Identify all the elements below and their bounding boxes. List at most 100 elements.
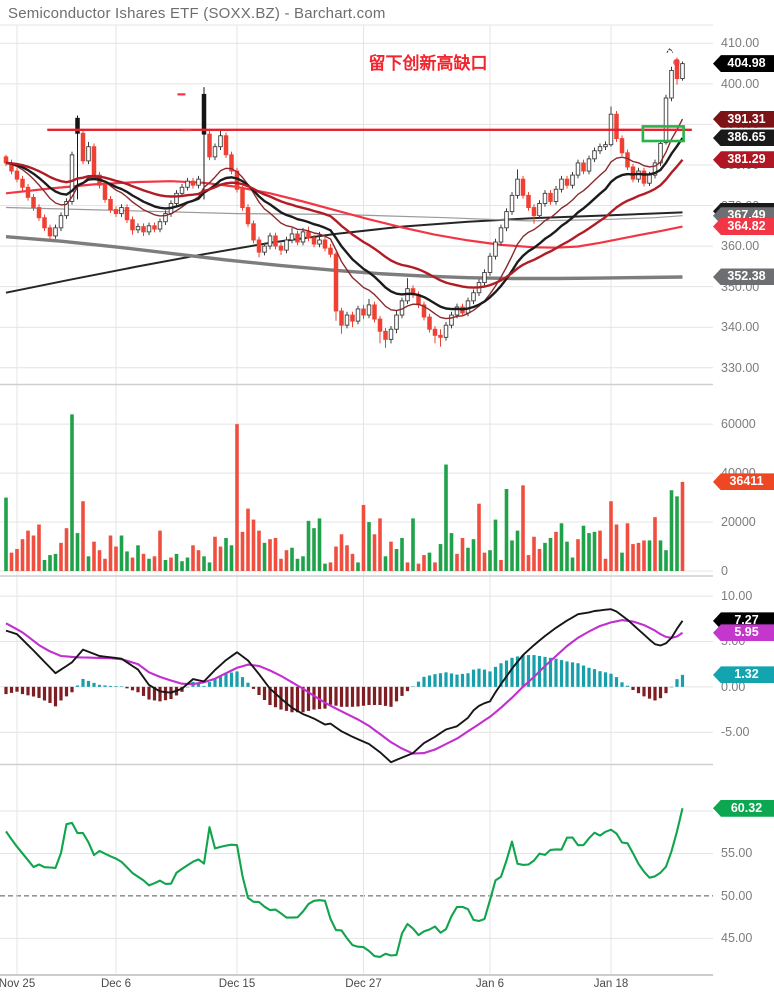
price-axis-label-340: 340.00: [721, 320, 760, 335]
macd-histogram-bar: [334, 686, 338, 706]
macd-histogram-bar: [119, 686, 124, 687]
candle-body-3: [20, 178, 25, 188]
candle-body-57: [317, 239, 322, 245]
candle-body-71: [394, 314, 399, 330]
macd-histogram-bar: [614, 677, 619, 687]
macd-histogram-bar: [669, 686, 674, 688]
macd-histogram-bar: [218, 675, 223, 687]
candle-body-65: [361, 308, 366, 316]
caret-marker: [666, 47, 674, 53]
volume-bar-61: [339, 534, 344, 571]
candle-body-94: [520, 178, 526, 196]
volume-bar-93: [515, 530, 520, 571]
volume-bar-110: [609, 501, 613, 571]
macd-histogram-bar: [92, 682, 96, 687]
volume-bar-112: [620, 552, 624, 571]
candle-body-50: [278, 245, 284, 251]
volume-axis-label-20000: 20000: [721, 515, 756, 530]
long-ma-thin-gray: [5, 206, 683, 222]
gap-highlight-box[interactable]: [641, 125, 685, 143]
volume-bar-37: [207, 562, 212, 571]
candle-body-118: [652, 162, 658, 176]
volume-bar-69: [383, 556, 388, 571]
macd-histogram-bar: [603, 672, 608, 687]
candle-body-53: [295, 233, 300, 243]
volume-bar-97: [537, 548, 542, 571]
macd-histogram-bar: [339, 686, 344, 707]
candle-body-112: [619, 138, 625, 154]
candle-body-40: [223, 135, 229, 156]
candle-body-19: [108, 198, 113, 211]
macd-histogram-bar: [147, 686, 151, 700]
volume-bar-86: [477, 503, 481, 571]
volume-bar-119: [658, 540, 663, 571]
volume-bar-33: [185, 557, 190, 571]
volume-bar-67: [372, 534, 377, 571]
volume-bar-92: [510, 540, 514, 571]
volume-bar-12: [70, 414, 74, 571]
volume-bar-43: [240, 531, 245, 571]
candlesticks[interactable]: [3, 57, 685, 348]
volume-panel[interactable]: [4, 414, 685, 571]
candle-body-121: [669, 69, 674, 99]
macd-histogram-bar: [185, 686, 190, 688]
candle-body-120: [663, 97, 669, 144]
value-badge-364.82: 364.82: [713, 218, 774, 236]
candle-body-48: [267, 235, 273, 247]
price-axis-label-360: 360.00: [721, 239, 760, 254]
volume-bar-58: [323, 563, 327, 571]
volume-bar-57: [317, 518, 322, 571]
volume-bar-84: [466, 547, 470, 571]
macd-histogram-bar: [9, 686, 14, 693]
macd-histogram-bar: [317, 686, 322, 710]
macd-histogram-bar: [240, 677, 245, 687]
candle-body-67: [372, 304, 377, 320]
candle-body-59: [328, 247, 333, 255]
volume-bar-20: [114, 546, 118, 571]
volume-bar-101: [559, 523, 564, 571]
volume-bar-27: [152, 556, 157, 571]
macd-histogram-bar: [400, 686, 404, 696]
macd-histogram-bar: [482, 669, 487, 687]
value-badge-60.32: 60.32: [713, 799, 774, 817]
macd-histogram-bar: [125, 686, 129, 689]
macd-histogram-bar: [504, 660, 509, 687]
volume-bar-70: [389, 541, 393, 571]
candle-body-107: [592, 150, 597, 160]
volume-bar-87: [482, 552, 487, 571]
value-badge-381.29: 381.29: [713, 151, 774, 169]
candle-body-92: [509, 194, 515, 213]
candle-body-88: [487, 255, 493, 273]
volume-bar-65: [361, 504, 366, 571]
volume-bar-106: [587, 533, 591, 571]
candle-body-28: [157, 221, 163, 230]
volume-bar-100: [554, 531, 558, 571]
macd-histogram-bar: [42, 686, 47, 701]
candle-body-62: [344, 314, 350, 326]
macd-histogram-bar: [576, 663, 580, 687]
macd-histogram-bar: [15, 686, 19, 692]
macd-line: [5, 608, 684, 764]
candle-body-68: [377, 318, 383, 332]
macd-histogram-bar: [411, 686, 415, 687]
macd-histogram-bar: [213, 678, 217, 687]
macd-histogram-bar: [31, 686, 36, 697]
candle-body-98: [542, 192, 548, 204]
macd-histogram-bar: [229, 672, 234, 687]
macd-histogram-bar: [268, 686, 272, 705]
macd-histogram-bar: [53, 686, 58, 707]
volume-bar-52: [290, 547, 294, 571]
candle-body-103: [570, 174, 575, 186]
candle-body-111: [614, 113, 619, 140]
volume-bar-108: [598, 530, 602, 571]
candle-body-78: [432, 328, 438, 336]
volume-bar-24: [136, 545, 140, 571]
candle-body-2: [14, 170, 20, 180]
macd-histogram-bar: [647, 686, 652, 699]
candle-body-91: [504, 211, 509, 229]
macd-histogram-bar: [653, 686, 657, 701]
volume-bar-23: [130, 557, 135, 571]
macd-histogram-bar: [356, 686, 360, 707]
volume-bar-122: [675, 496, 679, 571]
